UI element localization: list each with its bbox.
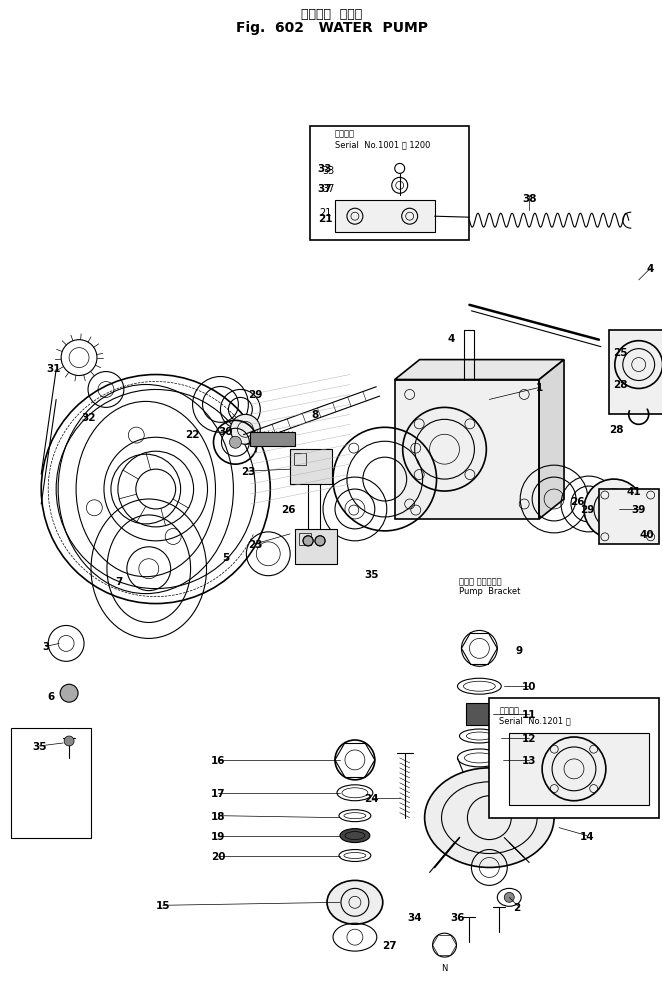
Text: N: N xyxy=(442,963,448,972)
Text: 24: 24 xyxy=(365,793,379,803)
Circle shape xyxy=(303,536,313,546)
Bar xyxy=(489,698,658,818)
Text: 6: 6 xyxy=(48,691,55,701)
Text: 12: 12 xyxy=(522,733,536,743)
Text: 33: 33 xyxy=(322,166,334,176)
Text: 29: 29 xyxy=(579,504,594,514)
Text: 16: 16 xyxy=(211,756,225,766)
Text: 13: 13 xyxy=(522,756,536,766)
Text: 33: 33 xyxy=(318,164,332,174)
Text: 32: 32 xyxy=(82,413,96,423)
Text: Pump  Bracket: Pump Bracket xyxy=(459,586,521,595)
Text: 3: 3 xyxy=(42,641,50,651)
Text: 28: 28 xyxy=(613,380,628,390)
Bar xyxy=(290,450,332,485)
Text: 29: 29 xyxy=(248,390,263,400)
Circle shape xyxy=(315,536,325,546)
Text: 14: 14 xyxy=(579,831,594,841)
Text: 10: 10 xyxy=(522,681,536,691)
Text: Serial  No.1201 ～: Serial No.1201 ～ xyxy=(499,715,571,724)
Text: 8: 8 xyxy=(312,410,319,420)
Text: 39: 39 xyxy=(632,504,646,514)
Bar xyxy=(295,529,337,564)
Text: 5: 5 xyxy=(222,552,229,562)
Text: 21: 21 xyxy=(318,214,332,224)
Ellipse shape xyxy=(327,881,383,924)
Text: 11: 11 xyxy=(522,709,536,719)
Text: 1: 1 xyxy=(536,383,543,393)
Circle shape xyxy=(60,684,78,702)
Text: 40: 40 xyxy=(639,529,654,539)
Text: 22: 22 xyxy=(186,430,200,440)
Circle shape xyxy=(584,480,644,539)
Text: 34: 34 xyxy=(407,913,422,922)
Bar xyxy=(335,201,434,232)
Text: 31: 31 xyxy=(46,363,60,373)
Text: 18: 18 xyxy=(211,811,225,821)
Text: 30: 30 xyxy=(218,427,233,437)
Bar xyxy=(394,380,539,519)
Text: ウォータ  ポンプ: ウォータ ポンプ xyxy=(302,8,363,20)
Text: 35: 35 xyxy=(32,741,46,752)
Text: 17: 17 xyxy=(211,788,226,798)
Bar xyxy=(467,703,493,725)
Text: 23: 23 xyxy=(248,539,263,549)
Text: 23: 23 xyxy=(241,467,256,477)
Text: 9: 9 xyxy=(516,645,522,655)
Bar xyxy=(310,126,469,240)
Circle shape xyxy=(229,437,241,449)
Text: 20: 20 xyxy=(211,851,225,861)
Text: 4: 4 xyxy=(647,264,654,274)
Text: 36: 36 xyxy=(450,913,465,922)
Bar xyxy=(251,433,295,447)
Bar xyxy=(599,490,658,544)
Bar xyxy=(299,533,311,545)
Text: ポンプ ブラケット: ポンプ ブラケット xyxy=(459,576,502,585)
Text: 26: 26 xyxy=(281,504,296,514)
Text: 適用番号: 適用番号 xyxy=(499,706,519,714)
Polygon shape xyxy=(539,361,564,519)
Text: 21: 21 xyxy=(319,208,332,218)
Circle shape xyxy=(64,736,74,746)
Text: Fig.  602   WATER  PUMP: Fig. 602 WATER PUMP xyxy=(236,21,428,35)
Text: 37: 37 xyxy=(322,184,334,194)
Circle shape xyxy=(315,536,325,546)
Text: 7: 7 xyxy=(115,576,123,586)
Bar xyxy=(11,728,91,838)
Bar xyxy=(609,331,663,415)
Text: 25: 25 xyxy=(613,348,628,358)
Text: 28: 28 xyxy=(609,425,624,435)
Text: 19: 19 xyxy=(211,831,225,841)
Text: 適用番号: 適用番号 xyxy=(335,129,355,138)
Bar xyxy=(294,454,306,466)
Ellipse shape xyxy=(340,829,370,843)
Bar xyxy=(509,733,648,805)
Text: 2: 2 xyxy=(514,903,521,913)
Ellipse shape xyxy=(424,769,554,868)
Text: 35: 35 xyxy=(365,569,379,579)
Text: 38: 38 xyxy=(522,194,536,204)
Text: 27: 27 xyxy=(383,940,397,950)
Text: Serial  No.1001 ～ 1200: Serial No.1001 ～ 1200 xyxy=(335,140,430,149)
Text: 41: 41 xyxy=(627,487,641,497)
Text: 37: 37 xyxy=(318,184,332,194)
Circle shape xyxy=(303,536,313,546)
Text: 4: 4 xyxy=(448,334,455,344)
Text: 15: 15 xyxy=(155,901,170,911)
Polygon shape xyxy=(394,361,564,380)
Circle shape xyxy=(231,415,261,445)
Circle shape xyxy=(505,893,514,903)
Text: 26: 26 xyxy=(570,497,584,506)
